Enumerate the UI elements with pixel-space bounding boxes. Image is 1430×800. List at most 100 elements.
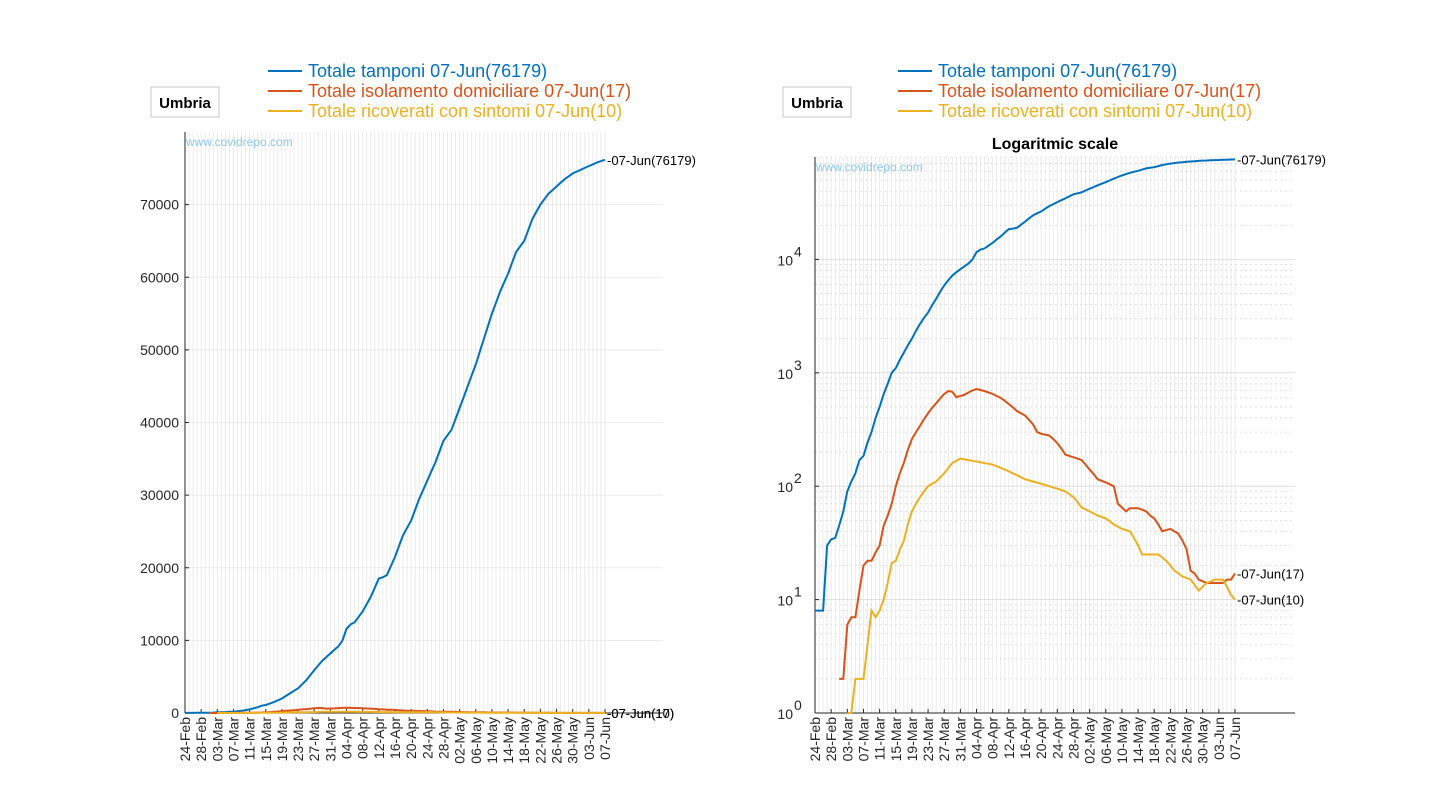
x-tick-label: 02-May [452, 717, 468, 764]
x-tick-label: 10-May [484, 717, 500, 764]
y-tick-label: 70000 [140, 197, 179, 213]
y-tick-base: 10 [777, 479, 793, 495]
y-tick-label: 30000 [140, 487, 179, 503]
series-line-tamponi [185, 158, 606, 714]
x-tick-label: 10-May [1114, 717, 1130, 764]
legend-entry-ricoverati: Totale ricoverati con sintomi 07-Jun(10) [308, 101, 622, 121]
end-label-value: 07-Jun(10) [611, 706, 674, 721]
x-tick-label: 18-May [516, 717, 532, 764]
y-tick-label: 10000 [140, 632, 179, 648]
x-tick-label: 14-May [1130, 717, 1146, 764]
x-tick-label: 22-May [1162, 717, 1178, 764]
y-tick-label: 10 [777, 593, 793, 609]
y-tick-exponent: 2 [794, 470, 802, 486]
y-tick-exponent: 1 [794, 584, 802, 600]
y-tick-label: 10 [777, 366, 793, 382]
x-tick-label: 06-May [1098, 717, 1114, 764]
y-tick-label: 20000 [140, 560, 179, 576]
x-tick-label: 20-Apr [403, 717, 419, 759]
x-tick-label: 02-May [1082, 717, 1098, 764]
y-tick-exponent: 0 [794, 697, 802, 713]
grid [814, 156, 1295, 714]
end-label-value: 07-Jun(76179) [1241, 152, 1326, 167]
y-tick-label: 60000 [140, 269, 179, 285]
y-tick-label: 0 [171, 705, 179, 721]
x-tick-label: 07-Mar [225, 717, 241, 762]
x-tick-label: 31-Mar [952, 717, 968, 762]
x-tick-label: 06-May [468, 717, 484, 764]
legend-entry-isolamento: Totale isolamento domiciliare 07-Jun(17) [308, 81, 631, 101]
x-tick-label: 07-Mar [855, 717, 871, 762]
watermark: www.covidrepo.com [185, 135, 293, 149]
region-label: Umbria [791, 95, 843, 112]
y-tick-label: 10 [777, 479, 793, 495]
y-tick-label: 40000 [140, 415, 179, 431]
x-tick-label: 11-Mar [872, 717, 888, 761]
x-tick-label: 19-Mar [904, 717, 920, 762]
end-label-isolamento: -07-Jun(17) [1237, 566, 1304, 581]
y-tick-base: 10 [777, 706, 793, 722]
region-label: Umbria [159, 95, 211, 112]
x-tick-label: 27-Mar [936, 717, 952, 762]
chart-panel-linear: 0 10000 20000 30000 40000 50000 60000 70000 24-F… [140, 61, 696, 764]
x-tick-label: 12-Apr [371, 717, 387, 759]
series-line-ricoverati [217, 710, 605, 714]
x-tick-label: 23-Mar [290, 717, 306, 762]
x-tick-label: 23-Mar [920, 717, 936, 762]
x-tick-label: 28-Apr [1065, 717, 1081, 759]
x-tick-label: 30-May [1195, 717, 1211, 764]
y-tick-base: 10 [777, 366, 793, 382]
x-tick-label: 08-Apr [985, 717, 1001, 759]
legend-entry-tamponi: Totale tamponi 07-Jun(76179) [308, 61, 547, 81]
x-tick-label: 15-Mar [258, 717, 274, 762]
end-label-value: 07-Jun(17) [611, 706, 674, 721]
x-tick-label: 03-Jun [1211, 717, 1227, 760]
x-tick-label: 15-Mar [888, 717, 904, 762]
x-tick-label: 24-Apr [1049, 717, 1065, 759]
region-label-box [782, 86, 852, 118]
series-line-ricoverati [847, 457, 1236, 714]
y-tick-exponent: 4 [794, 243, 802, 259]
grid [184, 132, 663, 714]
series-line-isolamento [839, 387, 1236, 680]
end-label-value: 07-Jun(10) [1241, 593, 1304, 608]
legend-entry-isolamento: Totale isolamento domiciliare 07-Jun(17) [938, 81, 1261, 101]
chart-title: Logaritmic scale [992, 136, 1118, 153]
y-tick-exponent: 3 [794, 357, 802, 373]
x-tick-label: 24-Apr [419, 717, 435, 759]
end-label-tamponi: -07-Jun(76179) [607, 153, 696, 168]
x-tick-label: 28-Apr [435, 717, 451, 759]
end-label-value: 07-Jun(76179) [611, 153, 696, 168]
y-tick-label: 50000 [140, 342, 179, 358]
x-tick-label: 30-May [565, 717, 581, 764]
end-label-value: 07-Jun(17) [1241, 566, 1304, 581]
x-tick-label: 04-Apr [969, 717, 985, 759]
x-tick-label: 19-Mar [274, 717, 290, 762]
x-tick-label: 22-May [532, 717, 548, 764]
x-tick-label: 04-Apr [339, 717, 355, 759]
x-tick-label: 03-Jun [581, 717, 597, 760]
x-tick-label: 16-Apr [387, 717, 403, 759]
x-tick-label: 11-Mar [242, 717, 258, 761]
x-tick-label: 20-Apr [1033, 717, 1049, 759]
x-tick-label: 08-Apr [355, 717, 371, 759]
end-label-tamponi: -07-Jun(76179) [1237, 152, 1326, 167]
legend-entry-tamponi: Totale tamponi 07-Jun(76179) [938, 61, 1177, 81]
x-tick-label: 26-May [549, 717, 565, 764]
series-line-tamponi [815, 158, 1236, 612]
x-tick-label: 31-Mar [322, 717, 338, 762]
legend-entry-ricoverati: Totale ricoverati con sintomi 07-Jun(10) [938, 101, 1252, 121]
region-label-box [150, 86, 220, 118]
end-label-ricoverati: -07-Jun(10) [1237, 593, 1304, 608]
y-tick-label: 10 [777, 706, 793, 722]
x-tick-label: 16-Apr [1017, 717, 1033, 759]
x-tick-label: 28-Feb [193, 717, 209, 762]
x-tick-label: 28-Feb [823, 717, 839, 762]
watermark: www.covidrepo.com [815, 160, 923, 174]
x-tick-label: 12-Apr [1001, 717, 1017, 759]
x-tick-label: 18-May [1146, 717, 1162, 764]
x-tick-label: 24-Feb [177, 717, 193, 762]
x-tick-label: 07-Jun [597, 717, 613, 760]
